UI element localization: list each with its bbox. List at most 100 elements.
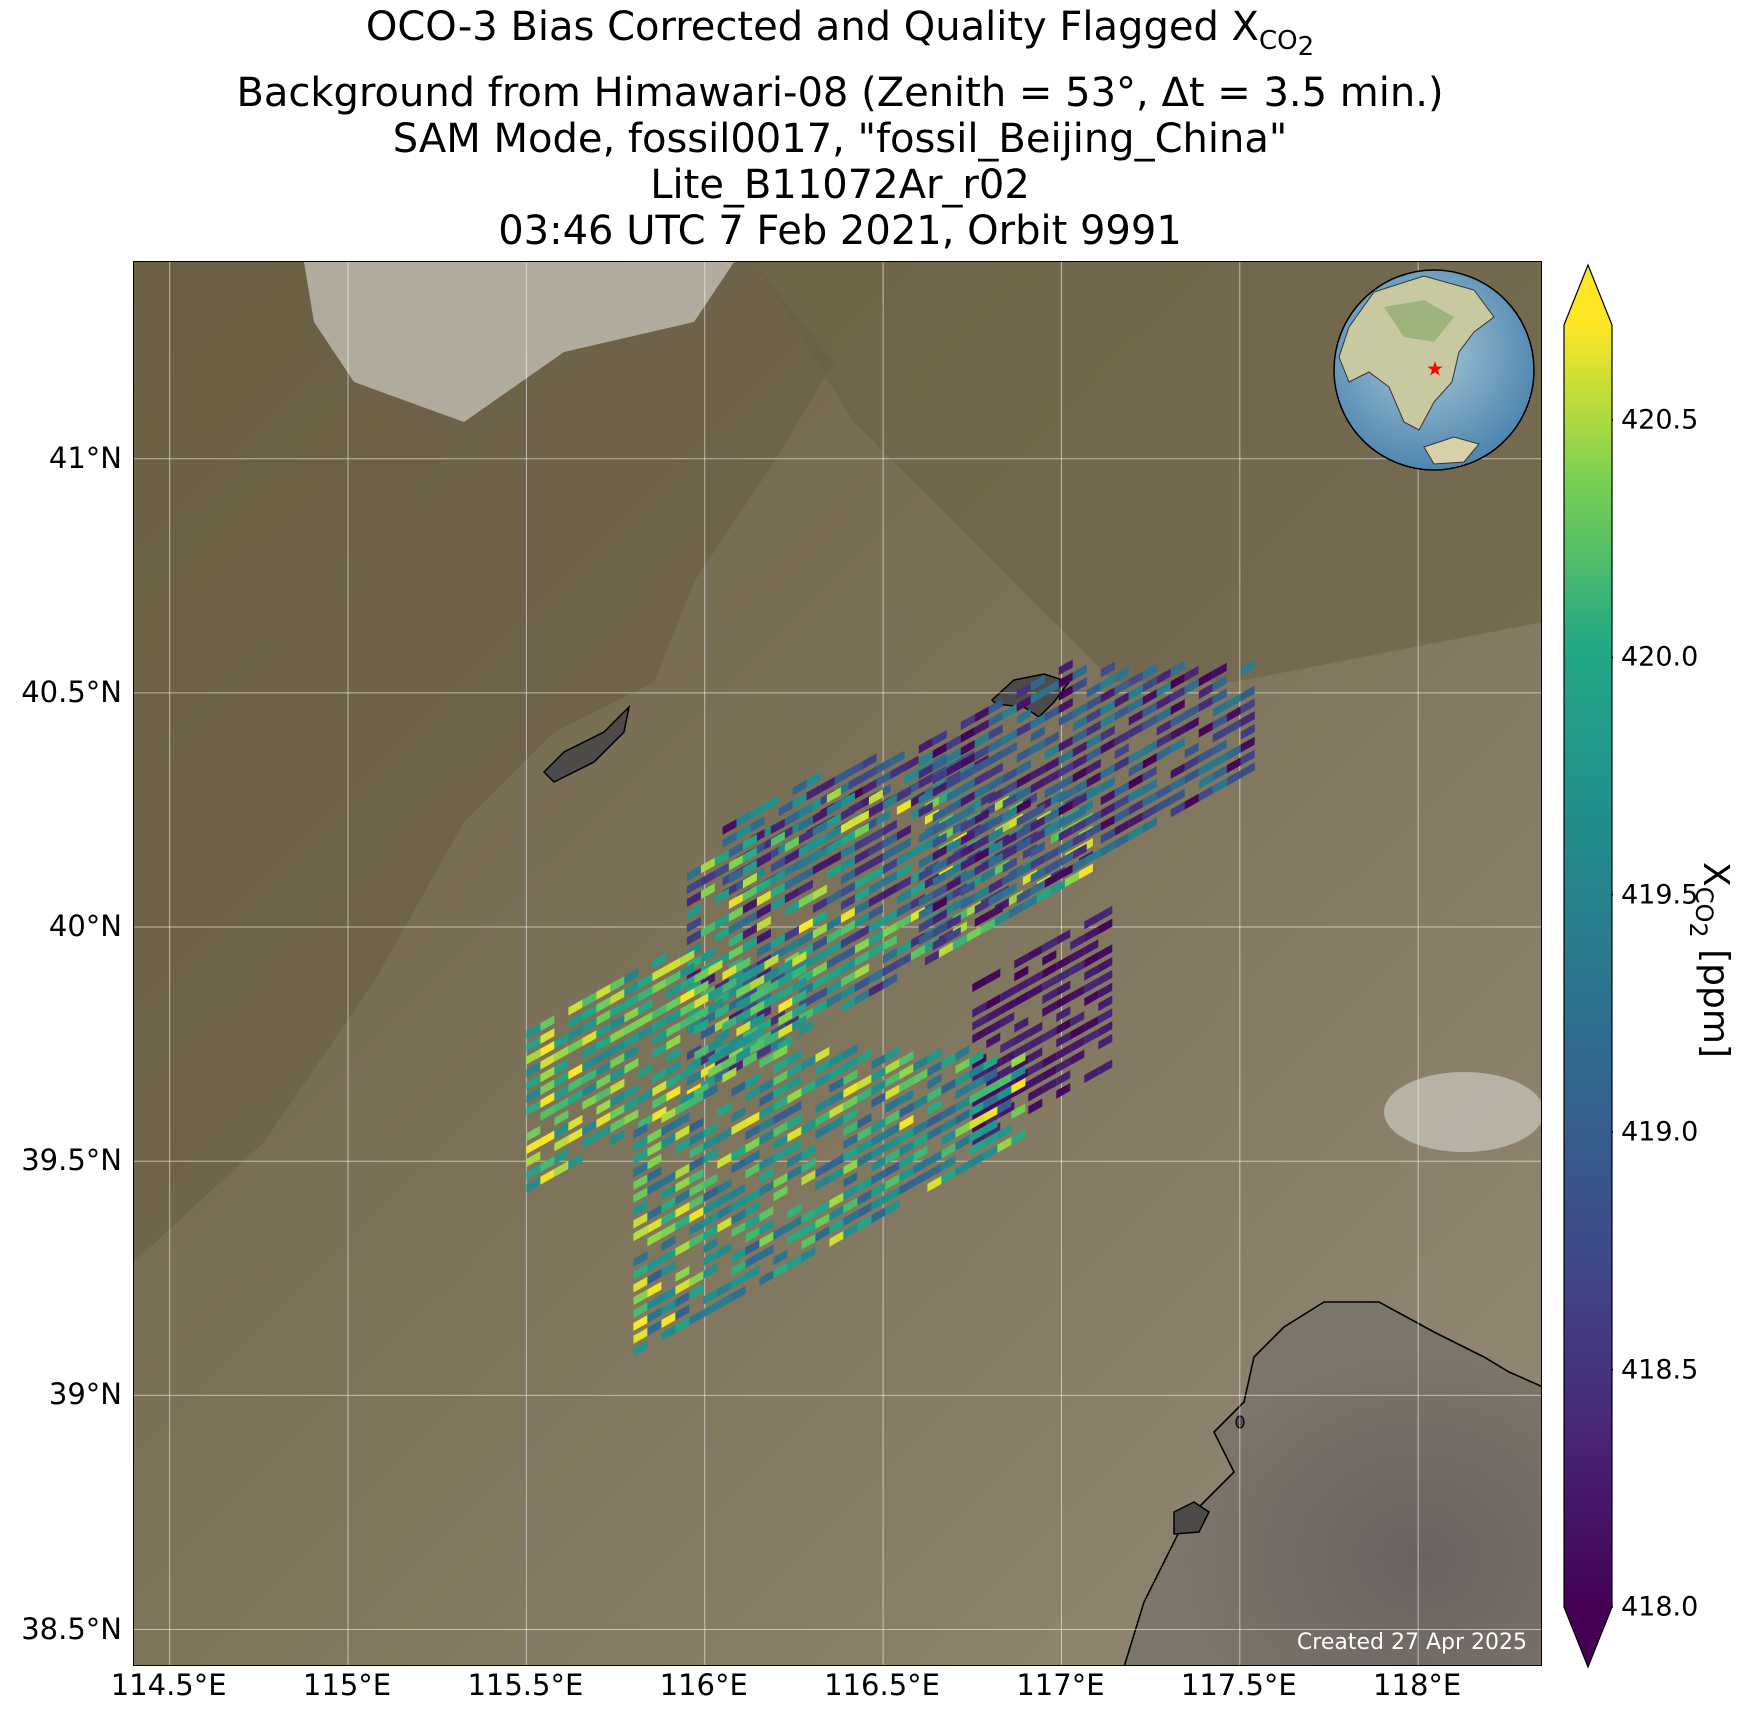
xco2-footprint — [1098, 1008, 1113, 1025]
xco2-footprint — [1240, 698, 1255, 715]
xco2-footprint — [647, 1204, 662, 1221]
xco2-footprint — [899, 1166, 914, 1182]
xco2-footprint — [960, 893, 975, 910]
xco2-footprint — [1198, 773, 1213, 789]
xco2-footprint — [974, 744, 989, 761]
xco2-footprint — [1212, 777, 1227, 794]
xco2-footprint — [843, 1197, 858, 1214]
xco2-footprint — [1028, 1034, 1043, 1051]
xco2-footprint — [946, 760, 961, 777]
xco2-footprint — [840, 856, 855, 872]
xco2-footprint — [694, 993, 709, 1009]
lat-tick-label: 38.5°N — [21, 1611, 122, 1646]
xco2-footprint — [728, 918, 743, 935]
xco2-footprint — [1226, 770, 1241, 786]
xco2-footprint — [1142, 753, 1157, 770]
xco2-footprint — [899, 1140, 914, 1157]
xco2-footprint — [801, 1144, 816, 1161]
xco2-footprint — [1002, 831, 1017, 848]
xco2-footprint — [742, 923, 757, 940]
xco2-footprint — [960, 816, 975, 833]
xco2-footprint — [969, 1152, 984, 1169]
xco2-footprint — [932, 845, 947, 862]
xco2-footprint — [955, 1045, 970, 1062]
title-line-2: Background from Himawari-08 (Zenith = 53… — [236, 70, 1444, 117]
xco2-footprint — [1226, 693, 1241, 710]
xco2-footprint — [868, 942, 883, 959]
xco2-footprint — [843, 1171, 858, 1188]
xco2-footprint — [540, 1053, 555, 1070]
xco2-footprint — [1142, 778, 1157, 795]
xco2-footprint — [798, 892, 813, 909]
xco2-footprint — [941, 1155, 956, 1172]
xco2-footprint — [941, 1104, 956, 1121]
xco2-footprint — [854, 809, 869, 826]
xco2-footprint — [686, 903, 701, 920]
xco2-footprint — [932, 921, 947, 938]
xco2-footprint — [997, 1098, 1012, 1115]
xco2-footprint — [854, 822, 869, 839]
xco2-footprint — [1014, 978, 1029, 995]
xco2-footprint — [1042, 949, 1057, 966]
xco2-footprint — [1128, 722, 1143, 739]
xco2-footprint — [1028, 1098, 1043, 1115]
xco2-footprint — [778, 971, 793, 988]
xco2-footprint — [675, 1291, 690, 1308]
xco2-footprint — [759, 1167, 774, 1184]
xco2-footprint — [1212, 662, 1227, 679]
xco2-footprint — [1002, 767, 1017, 784]
xco2-footprint — [932, 768, 947, 785]
figure-title: OCO-3 Bias Corrected and Quality Flagged… — [0, 4, 1680, 254]
xco2-footprint — [854, 976, 869, 993]
xco2-footprint — [526, 1176, 541, 1193]
xco2-footprint — [680, 962, 695, 979]
xco2-footprint — [1100, 661, 1115, 678]
xco2-footprint — [714, 1016, 729, 1033]
xco2-footprint — [868, 917, 883, 934]
xco2-footprint — [596, 983, 611, 1000]
xco2-footprint — [596, 1099, 611, 1116]
xco2-footprint — [554, 1033, 569, 1049]
xco2-footprint — [1016, 887, 1031, 904]
xco2-footprint — [1014, 1042, 1029, 1059]
xco2-footprint — [1056, 1082, 1071, 1099]
xco2-footprint — [815, 1072, 830, 1089]
xco2-footprint — [666, 957, 681, 974]
xco2-footprint — [661, 1286, 676, 1303]
xco2-footprint — [1100, 738, 1115, 755]
xco2-footprint — [610, 1040, 625, 1056]
xco2-footprint — [1128, 671, 1143, 688]
xco2-footprint — [938, 788, 953, 805]
xco2-footprint — [983, 1055, 998, 1071]
xco2-footprint — [686, 1044, 701, 1061]
xco2-footprint — [868, 891, 883, 908]
xco2-footprint — [1086, 733, 1101, 750]
xco2-footprint — [554, 1071, 569, 1088]
xco2-footprint — [731, 1273, 746, 1289]
xco2-footprint — [596, 1047, 611, 1064]
xco2-footprint — [554, 1058, 569, 1075]
xco2-footprint — [1022, 894, 1037, 911]
xco2-footprint — [812, 820, 827, 837]
xco2-footprint — [826, 889, 841, 906]
xco2-footprint — [633, 1315, 648, 1331]
xco2-footprint — [778, 1035, 793, 1052]
xco2-footprint — [812, 897, 827, 914]
xco2-footprint — [675, 1112, 690, 1129]
xco2-footprint — [988, 826, 1003, 843]
xco2-footprint — [731, 1183, 746, 1200]
xco2-footprint — [540, 1130, 555, 1147]
xco2-footprint — [1028, 1072, 1043, 1089]
xco2-footprint — [1002, 882, 1017, 899]
xco2-footprint — [885, 1071, 900, 1088]
xco2-footprint — [1058, 838, 1073, 855]
xco2-footprint — [899, 1102, 914, 1118]
xco2-footprint — [843, 1133, 858, 1150]
xco2-footprint — [661, 1299, 676, 1316]
xco2-footprint — [582, 1068, 597, 1085]
xco2-footprint — [806, 771, 821, 788]
xco2-footprint — [885, 1109, 900, 1126]
lon-tick-label: 115.5°E — [467, 1668, 584, 1702]
xco2-footprint — [787, 1139, 802, 1156]
xco2-footprint — [910, 842, 925, 859]
